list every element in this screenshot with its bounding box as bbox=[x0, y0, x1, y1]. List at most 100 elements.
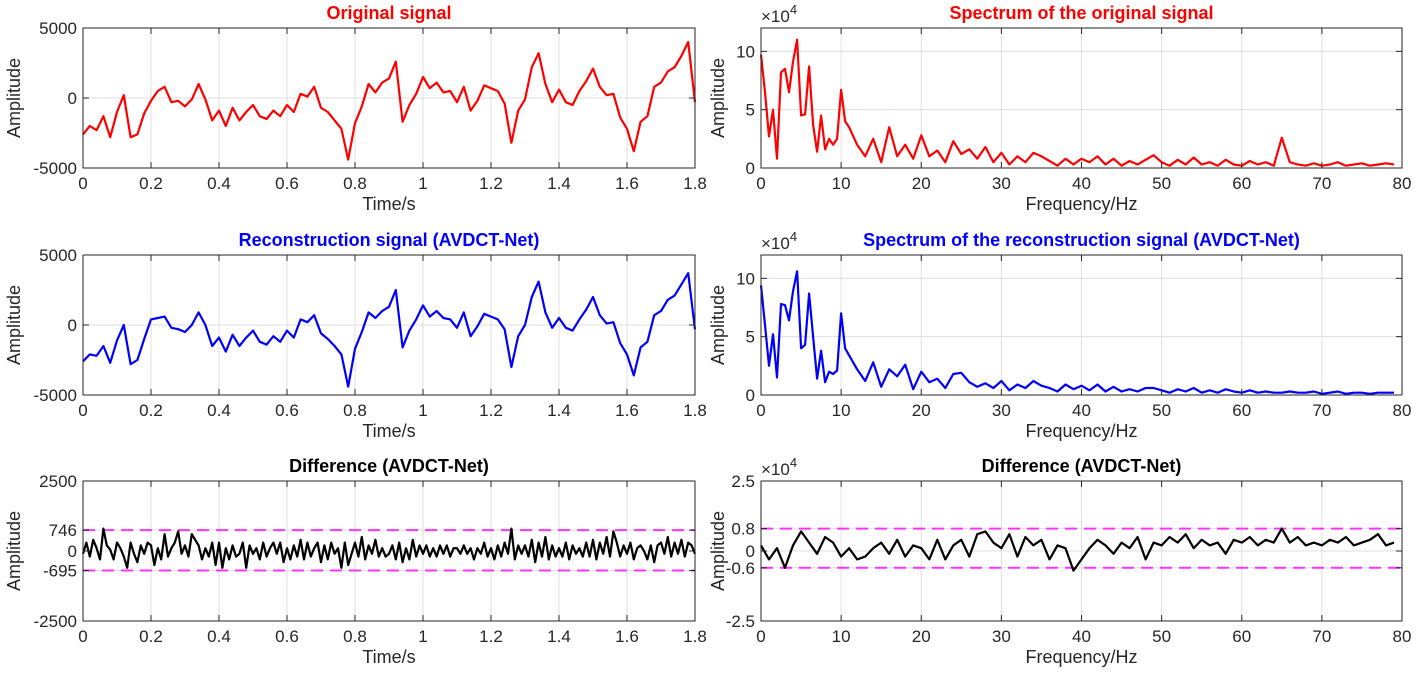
y-tick-label: 0.8 bbox=[731, 520, 755, 539]
chart-title: Spectrum of the original signal bbox=[949, 3, 1213, 23]
y-axis-label: Amplitude bbox=[4, 511, 24, 591]
y-tick-label: 0 bbox=[68, 542, 77, 561]
x-tick-label: 10 bbox=[832, 174, 851, 193]
x-tick-label: 1 bbox=[418, 401, 427, 420]
x-tick-label: 10 bbox=[832, 627, 851, 646]
chart-title: Reconstruction signal (AVDCT-Net) bbox=[239, 230, 540, 250]
y-axis-label: Amplitude bbox=[4, 58, 24, 138]
x-tick-label: 30 bbox=[992, 174, 1011, 193]
x-tick-label: 0.2 bbox=[139, 401, 163, 420]
y-tick-label: 2.5 bbox=[731, 472, 755, 491]
x-tick-label: 1.6 bbox=[615, 627, 639, 646]
chart-panel-6: 0 10 20 30 40 50 60 70 80-2.5-0.600.82.5Frequenc… bbox=[708, 455, 1411, 667]
y-tick-label: -5000 bbox=[34, 159, 77, 178]
x-tick-label: 0.8 bbox=[343, 174, 367, 193]
x-tick-label: 50 bbox=[1152, 174, 1171, 193]
x-tick-label: 80 bbox=[1393, 401, 1412, 420]
x-tick-label: 1.4 bbox=[547, 627, 571, 646]
axis-exponent-label: ×104 bbox=[761, 229, 797, 253]
x-tick-label: 20 bbox=[912, 174, 931, 193]
x-tick-label: 60 bbox=[1232, 401, 1251, 420]
x-tick-label: 50 bbox=[1152, 401, 1171, 420]
y-tick-label: 2500 bbox=[39, 472, 77, 491]
y-tick-label: 0 bbox=[746, 159, 755, 178]
x-tick-label: 0 bbox=[78, 401, 87, 420]
x-tick-label: 0.6 bbox=[275, 401, 299, 420]
x-tick-label: 1.8 bbox=[683, 401, 707, 420]
x-tick-label: 1.6 bbox=[615, 401, 639, 420]
chart-panel-1: 0 0.2 0.4 0.6 0.8 1 1.2 1.4 1.6 1.8-500005000Time… bbox=[4, 3, 707, 214]
y-tick-label: 0 bbox=[746, 542, 755, 561]
x-tick-label: 50 bbox=[1152, 627, 1171, 646]
x-tick-label: 40 bbox=[1072, 627, 1091, 646]
x-tick-label: 0 bbox=[756, 174, 765, 193]
x-tick-label: 40 bbox=[1072, 174, 1091, 193]
x-tick-label: 1.4 bbox=[547, 401, 571, 420]
x-tick-label: 40 bbox=[1072, 401, 1091, 420]
x-tick-label: 0.6 bbox=[275, 174, 299, 193]
y-tick-label: 10 bbox=[736, 42, 755, 61]
x-tick-label: 30 bbox=[992, 401, 1011, 420]
x-tick-label: 0.2 bbox=[139, 174, 163, 193]
series-line bbox=[81, 527, 697, 569]
chart-title: Difference (AVDCT-Net) bbox=[982, 456, 1182, 476]
x-axis-label: Frequency/Hz bbox=[1025, 647, 1137, 667]
x-tick-label: 60 bbox=[1232, 627, 1251, 646]
y-axis-label: Amplitude bbox=[708, 285, 728, 365]
x-axis-label: Time/s bbox=[362, 194, 415, 214]
y-axis-label: Amplitude bbox=[708, 511, 728, 591]
y-tick-label: 746 bbox=[49, 521, 77, 540]
y-tick-label: -5000 bbox=[34, 386, 77, 405]
x-tick-label: 1.4 bbox=[547, 174, 571, 193]
axis-exponent-label: ×104 bbox=[761, 2, 797, 26]
x-tick-label: 80 bbox=[1393, 627, 1412, 646]
chart-panel-4: 0 10 20 30 40 50 60 70 80 0 5 10 Frequency/Hz Amplitu… bbox=[708, 229, 1411, 441]
series-line bbox=[760, 527, 1395, 572]
x-tick-label: 1 bbox=[418, 627, 427, 646]
x-tick-label: 1.2 bbox=[479, 627, 503, 646]
x-tick-label: 0.4 bbox=[207, 174, 231, 193]
x-tick-label: 1.8 bbox=[683, 174, 707, 193]
x-tick-label: 80 bbox=[1393, 174, 1412, 193]
chart-panel-2: 0 10 20 30 40 50 60 70 80 0 5 10 Frequency/Hz Amplitu… bbox=[708, 2, 1411, 214]
y-tick-label: 5000 bbox=[39, 19, 77, 38]
y-tick-label: 0 bbox=[68, 89, 77, 108]
y-tick-label: -695 bbox=[43, 561, 77, 580]
x-tick-label: 1.2 bbox=[479, 174, 503, 193]
x-tick-label: 0.8 bbox=[343, 627, 367, 646]
chart-title: Spectrum of the reconstruction signal (A… bbox=[863, 230, 1300, 250]
series-line bbox=[759, 38, 1395, 167]
y-tick-label: 5 bbox=[746, 101, 755, 120]
series-line bbox=[759, 270, 1394, 395]
x-tick-label: 0.8 bbox=[343, 401, 367, 420]
y-tick-label: 5000 bbox=[39, 246, 77, 265]
x-tick-label: 0.4 bbox=[207, 401, 231, 420]
chart-title: Original signal bbox=[326, 3, 451, 23]
x-axis-label: Time/s bbox=[362, 421, 415, 441]
y-axis-label: Amplitude bbox=[708, 58, 728, 138]
x-tick-label: 60 bbox=[1232, 174, 1251, 193]
x-tick-label: 0 bbox=[78, 174, 87, 193]
y-tick-label: -2500 bbox=[34, 612, 77, 631]
x-tick-label: 70 bbox=[1312, 401, 1331, 420]
x-tick-label: 70 bbox=[1312, 174, 1331, 193]
x-tick-label: 1.8 bbox=[683, 627, 707, 646]
series-line bbox=[82, 272, 697, 388]
y-axis-label: Amplitude bbox=[4, 285, 24, 365]
axis-exponent-label: ×104 bbox=[761, 455, 797, 479]
x-tick-label: 0 bbox=[756, 401, 765, 420]
series-line bbox=[82, 40, 697, 161]
y-tick-label: 10 bbox=[736, 269, 755, 288]
x-tick-label: 1 bbox=[418, 174, 427, 193]
x-tick-label: 20 bbox=[912, 627, 931, 646]
x-axis-label: Frequency/Hz bbox=[1025, 421, 1137, 441]
x-tick-label: 0 bbox=[78, 627, 87, 646]
chart-panel-3: 0 0.2 0.4 0.6 0.8 1 1.2 1.4 1.6 1.8-500005000Time… bbox=[4, 230, 707, 441]
y-tick-label: -2.5 bbox=[726, 612, 755, 631]
x-tick-label: 70 bbox=[1312, 627, 1331, 646]
x-tick-label: 0.6 bbox=[275, 627, 299, 646]
x-tick-label: 0.2 bbox=[139, 627, 163, 646]
x-tick-label: 0.4 bbox=[207, 627, 231, 646]
y-tick-label: 5 bbox=[746, 328, 755, 347]
